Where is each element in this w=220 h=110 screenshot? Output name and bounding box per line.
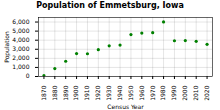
- svg-text:Census Year: Census Year: [107, 103, 144, 110]
- svg-text:2000: 2000: [181, 85, 188, 100]
- svg-text:1990: 1990: [170, 85, 177, 100]
- svg-text:1970: 1970: [149, 85, 156, 100]
- svg-text:Population: Population: [3, 31, 11, 63]
- svg-text:3,000: 3,000: [12, 45, 29, 52]
- svg-text:4,000: 4,000: [12, 36, 29, 43]
- svg-text:0: 0: [26, 72, 30, 79]
- svg-text:2020: 2020: [203, 85, 210, 100]
- svg-text:1930: 1930: [105, 85, 112, 100]
- svg-text:1,000: 1,000: [12, 63, 29, 70]
- svg-text:1890: 1890: [62, 85, 69, 100]
- svg-text:1870: 1870: [40, 85, 47, 100]
- svg-text:1950: 1950: [127, 85, 134, 100]
- svg-text:5,000: 5,000: [12, 27, 29, 34]
- svg-text:1960: 1960: [138, 85, 145, 100]
- html-text:Population of Emmetsburg, Iowa: Population of Emmetsburg, Iowa: [36, 1, 184, 10]
- svg-text:1900: 1900: [72, 85, 79, 100]
- svg-text:2,000: 2,000: [12, 54, 29, 61]
- svg-text:6,000: 6,000: [12, 18, 29, 25]
- svg-text:1880: 1880: [51, 85, 58, 100]
- svg-text:1910: 1910: [83, 85, 90, 100]
- svg-text:1980: 1980: [159, 85, 166, 100]
- svg-text:2010: 2010: [192, 85, 199, 100]
- svg-text:1940: 1940: [116, 85, 123, 100]
- svg-text:1920: 1920: [94, 85, 101, 100]
